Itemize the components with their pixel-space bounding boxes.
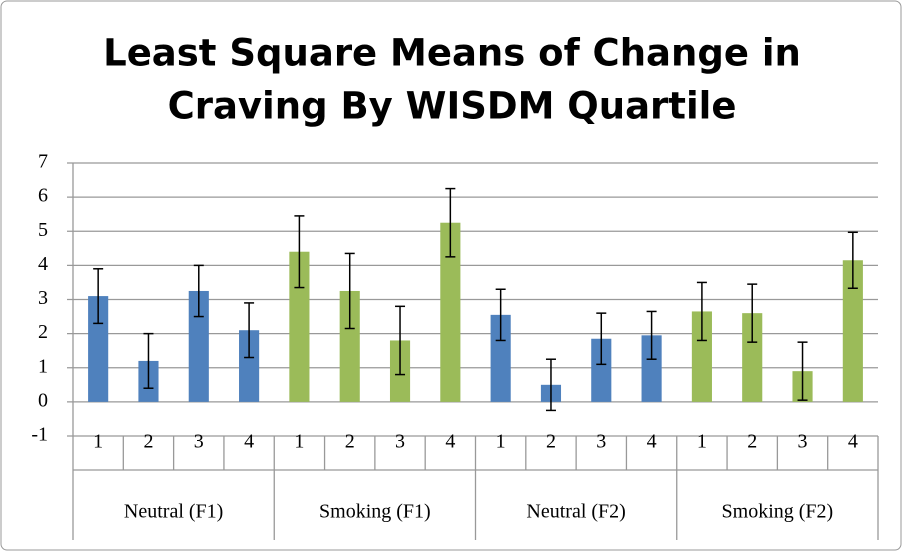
x-tick-label: 1 xyxy=(496,431,506,453)
bar xyxy=(88,296,109,402)
bar xyxy=(490,314,511,402)
y-tick-label: 6 xyxy=(38,185,48,207)
chart-title: Craving By WISDM Quartile xyxy=(168,85,737,128)
x-tick-label: 2 xyxy=(546,431,556,453)
x-tick-label: 3 xyxy=(798,431,808,453)
x-tick-label: 2 xyxy=(143,431,153,453)
group-label: Smoking (F2) xyxy=(722,501,834,523)
group-label: Smoking (F1) xyxy=(319,501,431,523)
group-label: Neutral (F1) xyxy=(124,501,223,523)
bar xyxy=(842,260,863,402)
x-tick-label: 3 xyxy=(194,431,204,453)
y-tick-label: 0 xyxy=(38,389,48,411)
bar xyxy=(742,313,763,402)
bar xyxy=(239,330,260,402)
x-tick-label: 4 xyxy=(848,431,858,453)
y-tick-label: 2 xyxy=(38,321,48,343)
x-tick-label: 2 xyxy=(345,431,355,453)
bar xyxy=(188,290,209,402)
bar xyxy=(289,251,310,402)
bar xyxy=(440,222,461,402)
x-tick-label: 2 xyxy=(747,431,757,453)
x-tick-label: 4 xyxy=(244,431,254,453)
bar xyxy=(641,335,662,402)
bar xyxy=(339,290,360,402)
group-label: Neutral (F2) xyxy=(526,501,625,523)
y-tick-label: 5 xyxy=(38,219,48,241)
y-tick-label: 1 xyxy=(38,355,48,377)
x-tick-label: 1 xyxy=(93,431,103,453)
y-tick-label: -1 xyxy=(31,424,48,446)
y-tick-label: 7 xyxy=(38,151,48,173)
y-tick-label: 3 xyxy=(38,287,48,309)
y-tick-label: 4 xyxy=(38,253,48,275)
bar xyxy=(691,311,712,402)
chart-title: Least Square Means of Change in xyxy=(103,32,801,75)
bar xyxy=(591,338,612,402)
x-tick-label: 1 xyxy=(294,431,304,453)
x-tick-label: 1 xyxy=(697,431,707,453)
x-tick-label: 4 xyxy=(647,431,657,453)
x-tick-label: 3 xyxy=(395,431,405,453)
x-tick-label: 4 xyxy=(445,431,455,453)
x-tick-label: 3 xyxy=(596,431,606,453)
